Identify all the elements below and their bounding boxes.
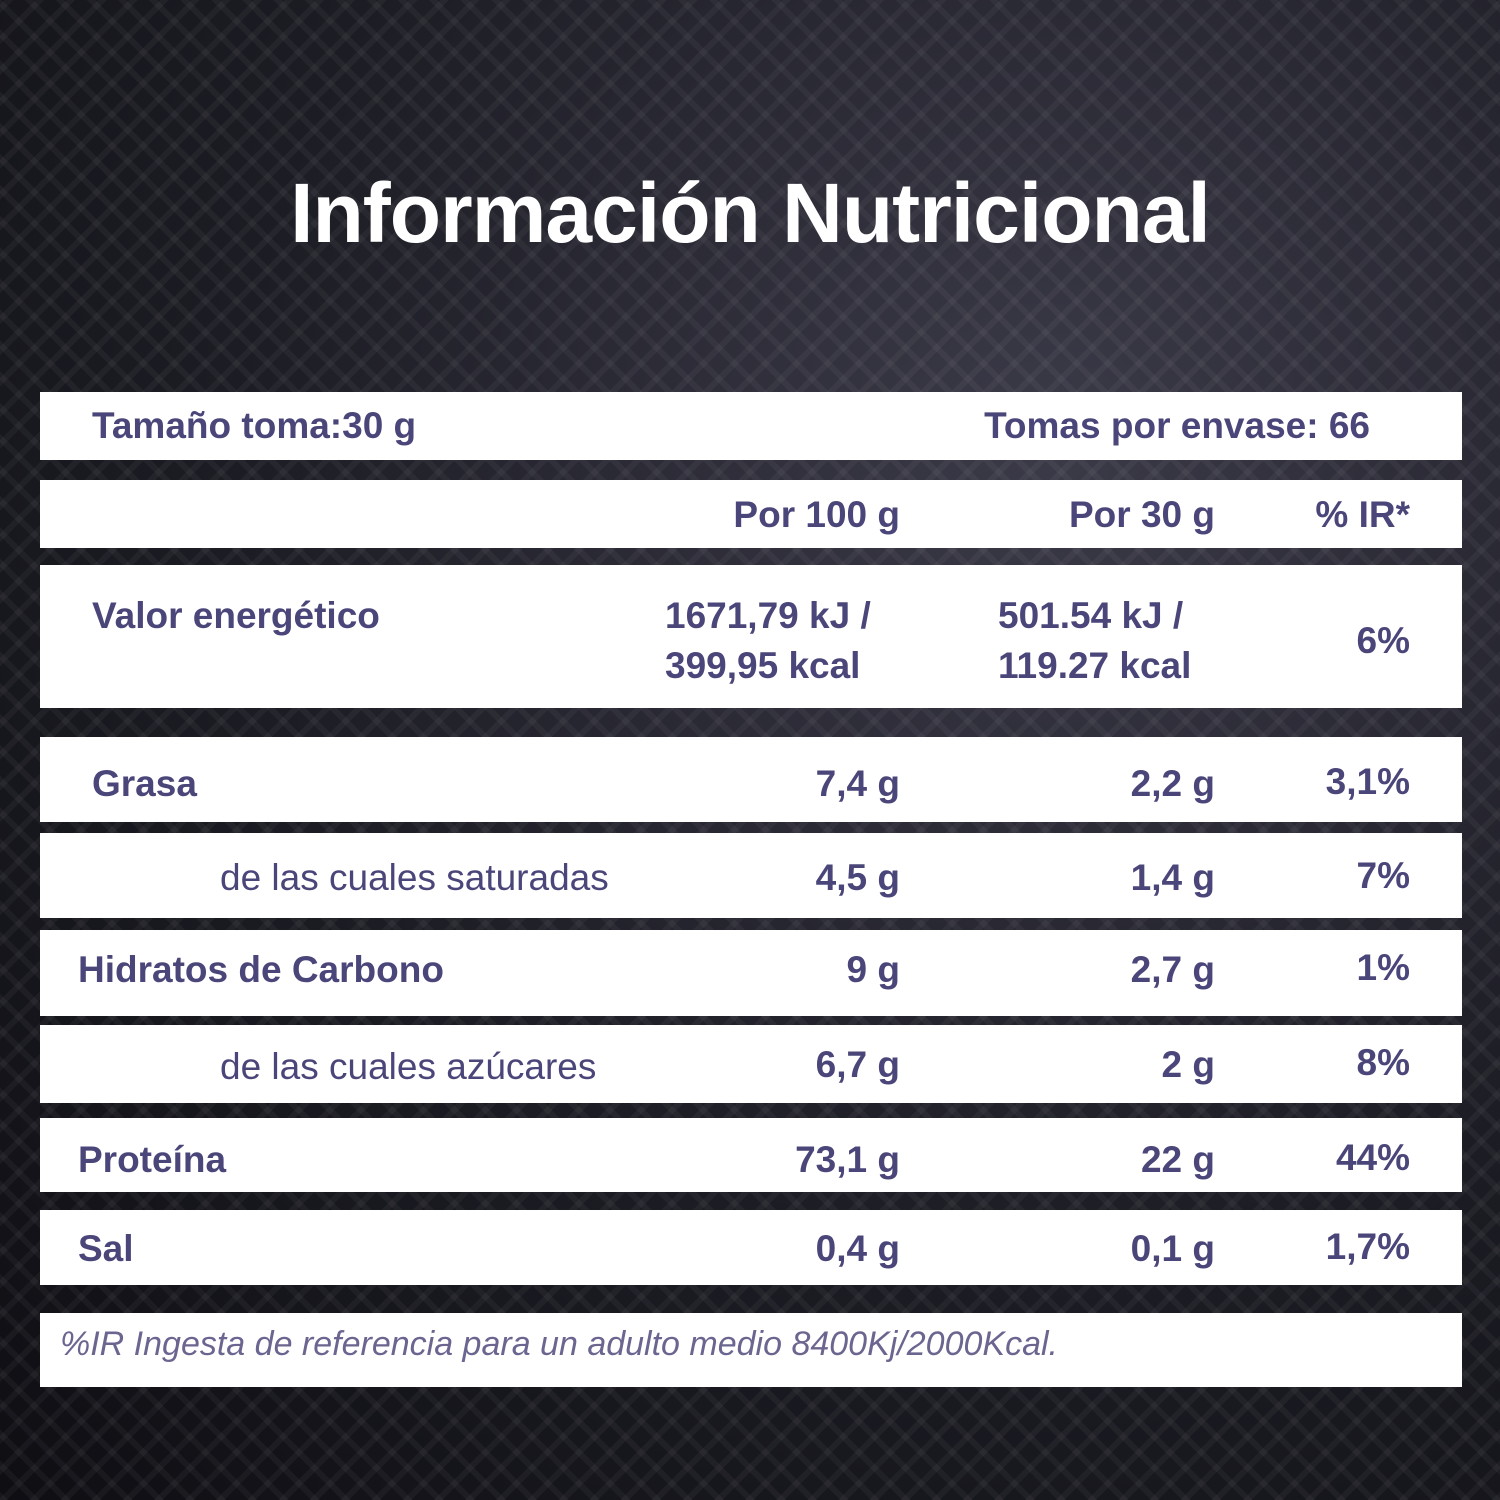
row-label: de las cuales saturadas	[220, 857, 609, 898]
servings: Tomas por envase: 66	[984, 405, 1370, 446]
cell: 7,4 g	[815, 763, 900, 804]
serving-row: Tamaño toma:30 g Tomas por envase: 66	[40, 392, 1462, 460]
row-label: Proteína	[78, 1139, 227, 1180]
serving-size: Tamaño toma:30 g	[92, 405, 417, 446]
cell: 8%	[1356, 1042, 1410, 1083]
column-header: % IR*	[1315, 494, 1410, 535]
nutrient-row: Hidratos de Carbono 9 g 2,7 g 1%	[40, 930, 1462, 1016]
cell: 2,2 g	[1130, 763, 1215, 804]
cell: 73,1 g	[795, 1139, 900, 1180]
column-header: Por 30 g	[1069, 494, 1215, 535]
nutrient-row: Grasa 7,4 g 2,2 g 3,1%	[40, 737, 1462, 822]
cell: 1,7%	[1325, 1226, 1410, 1267]
footnote-row: %IR Ingesta de referencia para un adulto…	[40, 1313, 1462, 1387]
cell: 501.54 kJ /	[998, 595, 1184, 636]
nutrient-row: de las cuales saturadas 4,5 g 1,4 g 7%	[40, 833, 1462, 918]
row-label: de las cuales azúcares	[220, 1046, 597, 1087]
nutrient-row: Proteína 73,1 g 22 g 44%	[40, 1118, 1462, 1192]
footnote: %IR Ingesta de referencia para un adulto…	[60, 1325, 1058, 1363]
cell: 9 g	[846, 949, 900, 990]
cell: 22 g	[1140, 1139, 1215, 1180]
cell: 4,5 g	[815, 857, 900, 898]
cell: 1,4 g	[1130, 857, 1215, 898]
cell: 7%	[1356, 855, 1410, 896]
cell: 44%	[1335, 1137, 1410, 1178]
column-header: Por 100 g	[733, 494, 900, 535]
cell: 0,4 g	[815, 1228, 900, 1269]
nutrient-row: de las cuales azúcares 6,7 g 2 g 8%	[40, 1025, 1462, 1103]
row-label: Grasa	[92, 763, 197, 804]
row-label: Sal	[78, 1228, 134, 1269]
cell: 2,7 g	[1130, 949, 1215, 990]
cell: 2 g	[1161, 1044, 1215, 1085]
row-label: Valor energético	[92, 595, 380, 636]
cell: 1%	[1356, 947, 1410, 988]
cell: 3,1%	[1325, 761, 1410, 802]
cell: 6%	[1356, 620, 1410, 661]
cell: 0,1 g	[1130, 1228, 1215, 1269]
cell: 6,7 g	[815, 1044, 900, 1085]
header-row: Por 100 g Por 30 g % IR*	[40, 480, 1462, 548]
energy-row: Valor energético 1671,79 kJ / 399,95 kca…	[40, 565, 1462, 708]
cell: 399,95 kcal	[665, 645, 861, 686]
cell: 1671,79 kJ /	[665, 595, 871, 636]
cell: 119.27 kcal	[998, 645, 1192, 686]
nutrient-row: Sal 0,4 g 0,1 g 1,7%	[40, 1210, 1462, 1285]
title: Información Nutricional	[290, 166, 1211, 260]
row-label: Hidratos de Carbono	[78, 949, 444, 990]
